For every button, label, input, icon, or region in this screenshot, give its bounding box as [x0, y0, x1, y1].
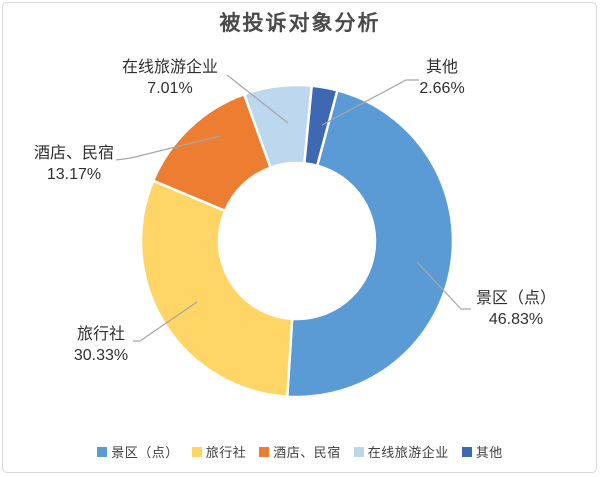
legend-swatch-online-travel [353, 446, 364, 457]
callout-scenic-area-name: 景区（点） [475, 290, 557, 307]
callout-other: 其他 2.66% [419, 57, 464, 99]
legend-label-online-travel: 在线旅游企业 [367, 445, 449, 460]
legend-item-scenic-area[interactable]: 景区（点） [97, 442, 179, 461]
legend-item-other[interactable]: 其他 [461, 442, 503, 461]
callout-travel-agency: 旅行社 30.33% [74, 324, 128, 366]
callout-online-travel-name: 在线旅游企业 [121, 59, 219, 76]
callout-other-value: 2.66% [419, 80, 465, 97]
chart-title: 被投诉对象分析 [219, 12, 381, 35]
callout-online-travel: 在线旅游企业 7.01% [122, 57, 218, 99]
callout-hotel-bnb-value: 13.17% [46, 166, 102, 183]
callout-online-travel-value: 7.01% [147, 80, 193, 97]
legend-item-hotel-bnb[interactable]: 酒店、民宿 [259, 442, 341, 461]
legend-label-other: 其他 [475, 445, 503, 460]
legend-swatch-scenic-area [97, 446, 108, 457]
legend-label-scenic-area: 景区（点） [111, 445, 179, 460]
callout-travel-agency-value: 30.33% [73, 347, 129, 364]
callout-travel-agency-name: 旅行社 [76, 326, 126, 343]
callout-scenic-area: 景区（点） 46.83% [476, 288, 556, 330]
legend-item-online-travel[interactable]: 在线旅游企业 [353, 442, 449, 461]
chart-frame [2, 2, 597, 473]
callout-other-name: 其他 [425, 59, 458, 76]
legend-item-travel-agency[interactable]: 旅行社 [191, 442, 247, 461]
legend-label-hotel-bnb: 酒店、民宿 [273, 445, 341, 460]
callout-scenic-area-value: 46.83% [488, 311, 544, 328]
callout-hotel-bnb: 酒店、民宿 13.17% [34, 143, 114, 185]
legend-label-travel-agency: 旅行社 [205, 445, 247, 460]
legend-swatch-travel-agency [191, 446, 202, 457]
donut-slice-travel-agency[interactable] [139, 179, 294, 398]
legend-swatch-hotel-bnb [259, 446, 270, 457]
legend: 景区（点） 旅行社 酒店、民宿 在线旅游企业 其他 [0, 442, 600, 461]
legend-swatch-other [461, 446, 472, 457]
donut-slice-scenic-area[interactable] [285, 89, 455, 399]
callout-hotel-bnb-name: 酒店、民宿 [33, 145, 115, 162]
